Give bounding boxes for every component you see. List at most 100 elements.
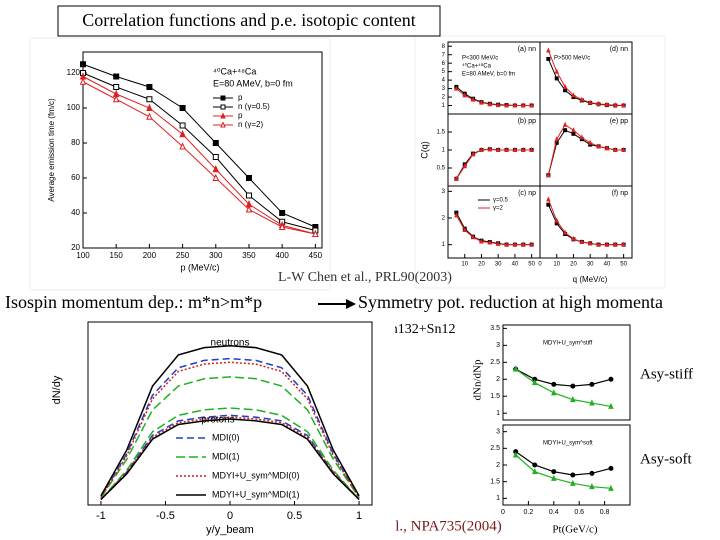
panel-text: MDYI+U_sym^soft: [543, 441, 593, 447]
x-tick-label: 30: [587, 262, 594, 268]
x-tick-label: 300: [209, 251, 223, 260]
plot-frame: [539, 185, 633, 259]
series-line: [100, 414, 360, 501]
marker: [596, 143, 601, 149]
marker: [608, 465, 614, 471]
panel-label: (d) nn: [610, 46, 628, 53]
marker: [146, 112, 153, 120]
panel-text: P<300 MeV/c: [462, 56, 498, 62]
marker: [212, 165, 220, 173]
legend-label: MDI(0): [212, 432, 240, 442]
series-line: [456, 88, 532, 107]
panel-text: E=80 AMeV, b=0 fm: [462, 72, 515, 78]
marker: [571, 235, 576, 241]
panel-text: ⁴⁰Ca+⁴⁸Ca: [462, 63, 492, 70]
x-tick-label: 0.5: [287, 510, 302, 522]
x-tick-label: 10: [553, 262, 560, 268]
y-axis-label: dN/dy: [51, 375, 63, 404]
marker: [454, 85, 459, 91]
marker: [563, 88, 568, 93]
x-axis-label: y/y_beam: [206, 524, 254, 536]
y-tick-label: 5: [442, 69, 446, 75]
y-axis-label: Average emission time (fm/c): [47, 98, 56, 202]
y-tick-label: 4: [442, 78, 446, 84]
x-tick-label: 10: [461, 262, 468, 268]
marker: [621, 102, 626, 108]
marker: [462, 226, 468, 232]
y-tick-label: 3: [442, 86, 446, 92]
legend-label: n (γ=2): [238, 120, 263, 129]
x-tick-label: 0: [227, 510, 233, 522]
marker: [504, 146, 509, 152]
marker: [612, 102, 618, 108]
annotation: ⁴⁰Ca+⁴⁸Ca: [213, 66, 256, 76]
x-tick-label: -1: [96, 510, 106, 522]
marker: [146, 103, 153, 111]
y-tick-label: 8: [442, 44, 446, 50]
marker: [587, 99, 593, 105]
marker: [487, 101, 493, 107]
legend-label: p: [238, 93, 243, 102]
x-tick-label: 0.4: [549, 509, 559, 516]
series-line: [82, 76, 316, 235]
arrow-head: [346, 299, 356, 309]
y-tick-label: 80: [71, 138, 80, 147]
y-tick-label: 3: [442, 189, 446, 195]
marker: [512, 102, 518, 108]
marker: [245, 175, 252, 181]
statement: Symmetry pot. reduction at high momenta: [358, 292, 663, 312]
x-tick-label: 0: [501, 509, 505, 516]
marker: [462, 163, 468, 169]
y-tick-label: 2: [496, 462, 500, 469]
marker: [245, 205, 253, 213]
title: Correlation functions and p.e. isotopic …: [82, 10, 415, 30]
legend-label: p: [238, 111, 243, 120]
x-axis-label: q (MeV/c): [573, 275, 608, 284]
legend-label: MDYI+U_sym^MDI(1): [212, 489, 299, 499]
marker: [551, 389, 557, 396]
marker: [512, 241, 518, 247]
statement: Isospin momentum dep.: m*n>m*p: [5, 292, 262, 312]
marker: [487, 146, 493, 152]
x-tick-label: 50: [620, 262, 627, 268]
y-tick-label: 2: [442, 216, 446, 222]
marker: [621, 146, 626, 152]
y-tick-label: 1.5: [437, 130, 446, 136]
series-line: [515, 451, 612, 476]
y-tick-label: 1: [496, 495, 500, 502]
marker: [312, 229, 319, 237]
x-axis-label: p (MeV/c): [180, 262, 219, 272]
marker: [546, 202, 551, 207]
series-line: [547, 50, 624, 107]
legend-label: γ=2: [493, 206, 504, 212]
marker: [570, 396, 576, 403]
marker: [571, 131, 576, 136]
marker: [551, 474, 557, 481]
y-tick-label: 1.5: [490, 479, 500, 486]
y-axis-label: dNn/dNp: [472, 359, 484, 400]
figure-bg: [60, 318, 395, 540]
marker: [554, 76, 559, 81]
marker: [589, 483, 595, 490]
plot-frame: [82, 51, 323, 249]
marker: [562, 121, 568, 127]
legend-label: γ=0.5: [493, 198, 509, 204]
y-tick-label: 60: [71, 173, 80, 182]
marker: [220, 104, 226, 110]
marker: [579, 134, 585, 140]
marker: [146, 84, 153, 90]
marker: [604, 101, 610, 107]
marker: [470, 96, 476, 102]
x-tick-label: 50: [528, 262, 535, 268]
series-line: [100, 418, 360, 501]
marker: [562, 83, 568, 89]
x-tick-label: 100: [76, 251, 90, 260]
marker: [571, 127, 576, 133]
marker: [532, 462, 538, 468]
marker: [479, 238, 484, 244]
marker: [495, 240, 501, 246]
marker: [596, 100, 601, 106]
citation: L-W Chen et al., PRL90(2003): [278, 270, 452, 285]
marker: [529, 241, 534, 247]
